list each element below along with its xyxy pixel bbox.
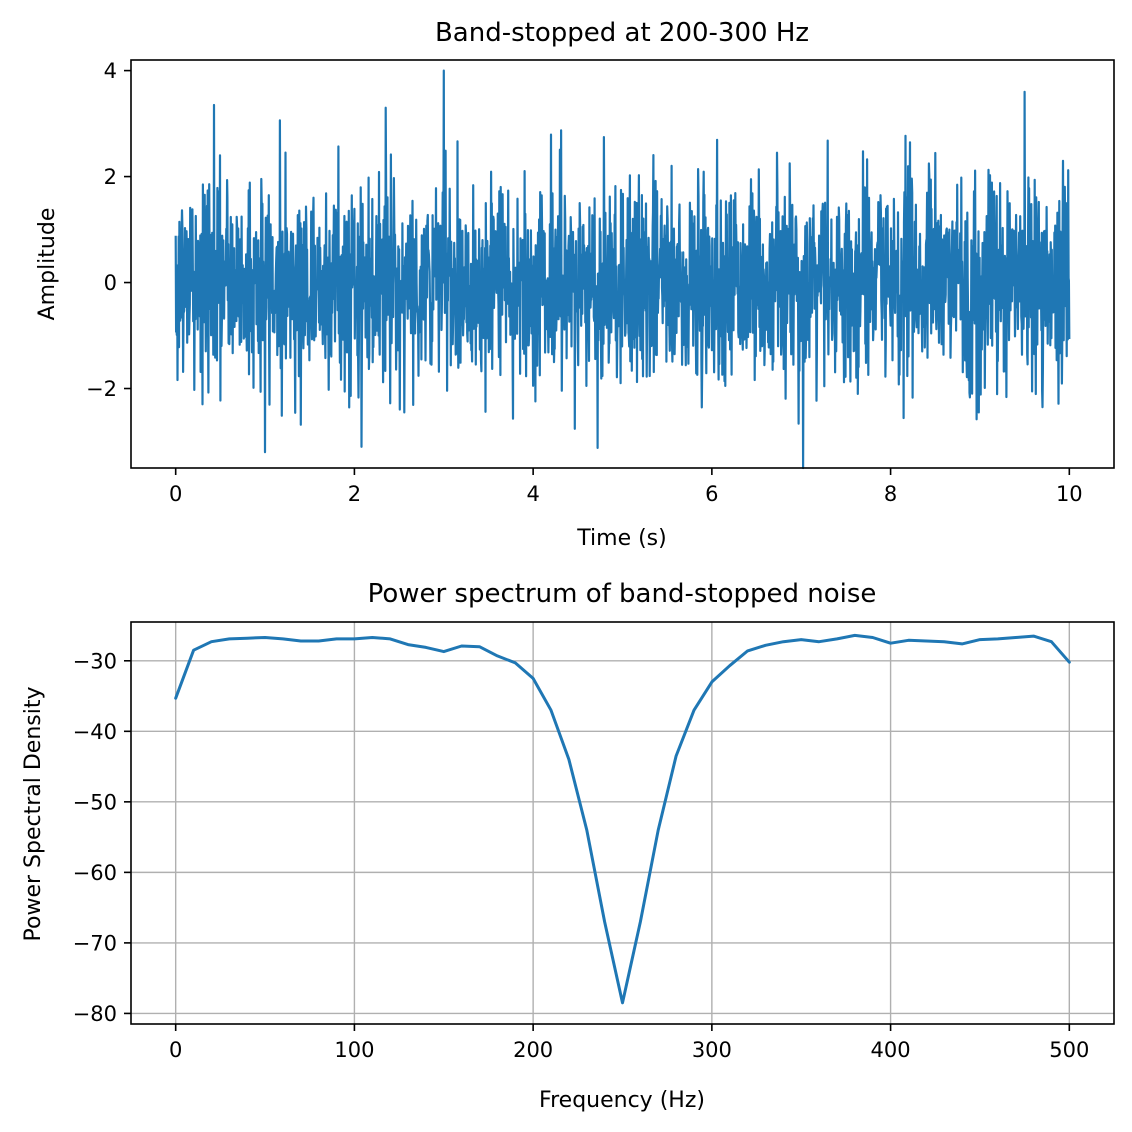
time-y-ticks: −2 0 2 4 <box>86 59 131 401</box>
spectrum-plot-title: Power spectrum of band-stopped noise <box>368 579 877 609</box>
time-x-ticks: 0 2 4 6 8 10 <box>169 468 1083 506</box>
spectrum-x-tick-label: 300 <box>692 1038 732 1062</box>
spectrum-x-tick-label: 500 <box>1049 1038 1089 1062</box>
spectrum-plot: Power spectrum of band-stopped noise 0 10… <box>21 579 1115 1113</box>
spectrum-x-tick-label: 100 <box>334 1038 374 1062</box>
time-x-tick-label: 4 <box>526 482 539 506</box>
time-x-tick-label: 10 <box>1056 482 1083 506</box>
time-x-tick-label: 8 <box>884 482 897 506</box>
spectrum-plot-frame <box>130 621 1115 1025</box>
spectrum-x-ticks: 0 100 200 300 400 500 <box>169 1024 1089 1062</box>
spectrum-y-tick-label: −30 <box>73 649 117 673</box>
spectrum-y-ticks: −80 −70 −60 −50 −40 −30 <box>73 649 131 1026</box>
time-y-tick-label: 2 <box>104 165 117 189</box>
spectrum-x-tick-label: 0 <box>169 1038 182 1062</box>
time-y-tick-label: 0 <box>104 271 117 295</box>
time-x-tick-label: 6 <box>705 482 718 506</box>
time-x-tick-label: 2 <box>348 482 361 506</box>
time-y-axis-label: Amplitude <box>35 208 60 321</box>
spectrum-grid <box>131 622 1114 1024</box>
time-y-tick-label: −2 <box>86 377 117 401</box>
spectrum-y-tick-label: −80 <box>73 1002 117 1026</box>
noise-line <box>174 69 1071 470</box>
psd-line <box>174 633 1071 1005</box>
spectrum-x-axis-label: Frequency (Hz) <box>539 1088 705 1113</box>
spectrum-y-tick-label: −60 <box>73 861 117 885</box>
time-y-tick-label: 4 <box>104 59 117 83</box>
time-series-plot: Band-stopped at 200-300 Hz 0 2 4 6 8 10 −2 0 2 4… <box>35 18 1115 551</box>
spectrum-x-tick-label: 400 <box>871 1038 911 1062</box>
time-x-axis-label: Time (s) <box>576 526 666 551</box>
time-x-tick-label: 0 <box>169 482 182 506</box>
time-plot-frame <box>130 59 1115 469</box>
spectrum-y-tick-label: −50 <box>73 790 117 814</box>
spectrum-y-axis-label: Power Spectral Density <box>21 687 46 942</box>
noise-path <box>174 69 1071 470</box>
spectrum-x-tick-label: 200 <box>513 1038 553 1062</box>
spectrum-y-tick-label: −40 <box>73 720 117 744</box>
time-plot-title: Band-stopped at 200-300 Hz <box>435 18 809 48</box>
spectrum-y-tick-label: −70 <box>73 931 117 955</box>
